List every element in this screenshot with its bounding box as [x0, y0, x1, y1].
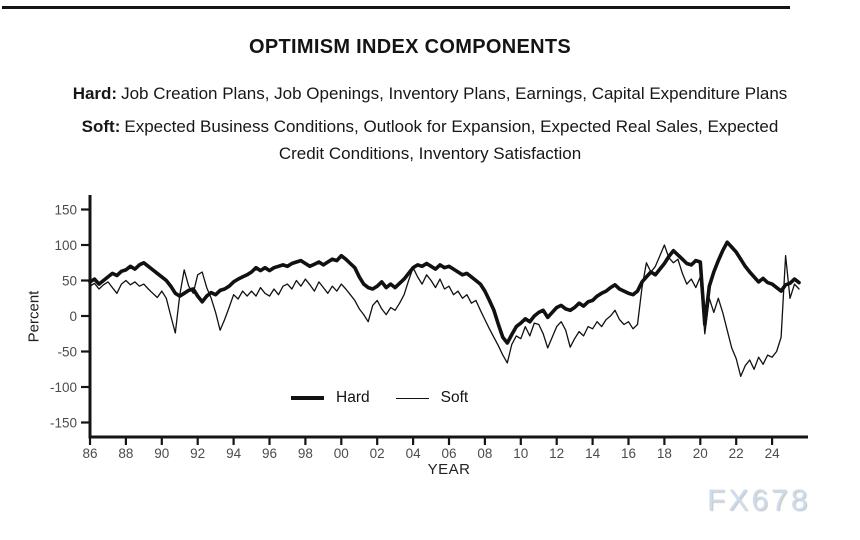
- y-tick-label: -50: [57, 344, 77, 359]
- legend-hard-label: Hard: [336, 389, 370, 406]
- top-border-rule: [2, 6, 790, 9]
- x-tick-label: 10: [513, 446, 528, 461]
- x-tick-label: 00: [334, 446, 349, 461]
- subtitle-soft-text: Expected Business Conditions, Outlook fo…: [124, 117, 779, 163]
- x-tick-label: 96: [262, 446, 277, 461]
- y-tick-label: -150: [50, 415, 77, 430]
- x-tick-label: 04: [406, 446, 422, 461]
- subtitle-soft-prefix: Soft:: [81, 117, 121, 136]
- chart-legend: Hard Soft: [291, 389, 468, 407]
- x-tick-label: 20: [693, 446, 708, 461]
- x-tick-label: 92: [190, 446, 205, 461]
- y-tick-label: -100: [50, 380, 77, 395]
- page-title: OPTIMISM INDEX COMPONENTS: [249, 36, 571, 58]
- x-tick-label: 18: [657, 446, 672, 461]
- subtitle-hard-prefix: Hard:: [72, 84, 118, 103]
- subtitle-hard: Hard: Job Creation Plans, Job Openings, I…: [0, 80, 860, 107]
- subtitle-soft: Soft: Expected Business Conditions, Outlo…: [60, 113, 800, 167]
- soft-series-line: [89, 244, 800, 378]
- y-tick-label: 50: [62, 273, 77, 288]
- hard-series-line: [88, 240, 801, 345]
- x-tick-label: 94: [226, 446, 242, 461]
- x-tick-label: 12: [549, 446, 564, 461]
- y-tick-label: 100: [54, 238, 77, 253]
- x-tick-label: 90: [154, 446, 169, 461]
- y-tick-label: 150: [54, 202, 77, 217]
- y-tick-label: 0: [69, 309, 77, 324]
- legend-hard-line-swatch: [291, 396, 324, 400]
- watermark: FX678: [707, 484, 811, 517]
- y-axis-title: Percent: [25, 290, 43, 343]
- x-tick-label: 08: [477, 446, 492, 461]
- x-tick-label: 16: [621, 446, 636, 461]
- x-axis-title: YEAR: [427, 461, 471, 478]
- x-tick-label: 24: [765, 446, 781, 461]
- x-tick-label: 98: [298, 446, 313, 461]
- legend-soft-label: Soft: [440, 389, 469, 406]
- x-tick-label: 22: [729, 446, 744, 461]
- legend-soft-line-swatch: [395, 397, 429, 399]
- x-tick-label: 02: [370, 446, 385, 461]
- x-tick-label: 14: [585, 446, 601, 461]
- x-tick-label: 88: [118, 446, 133, 461]
- subtitle-hard-text: Job Creation Plans, Job Openings, Invent…: [121, 84, 788, 103]
- x-tick-label: 86: [82, 446, 97, 461]
- x-tick-label: 06: [441, 446, 456, 461]
